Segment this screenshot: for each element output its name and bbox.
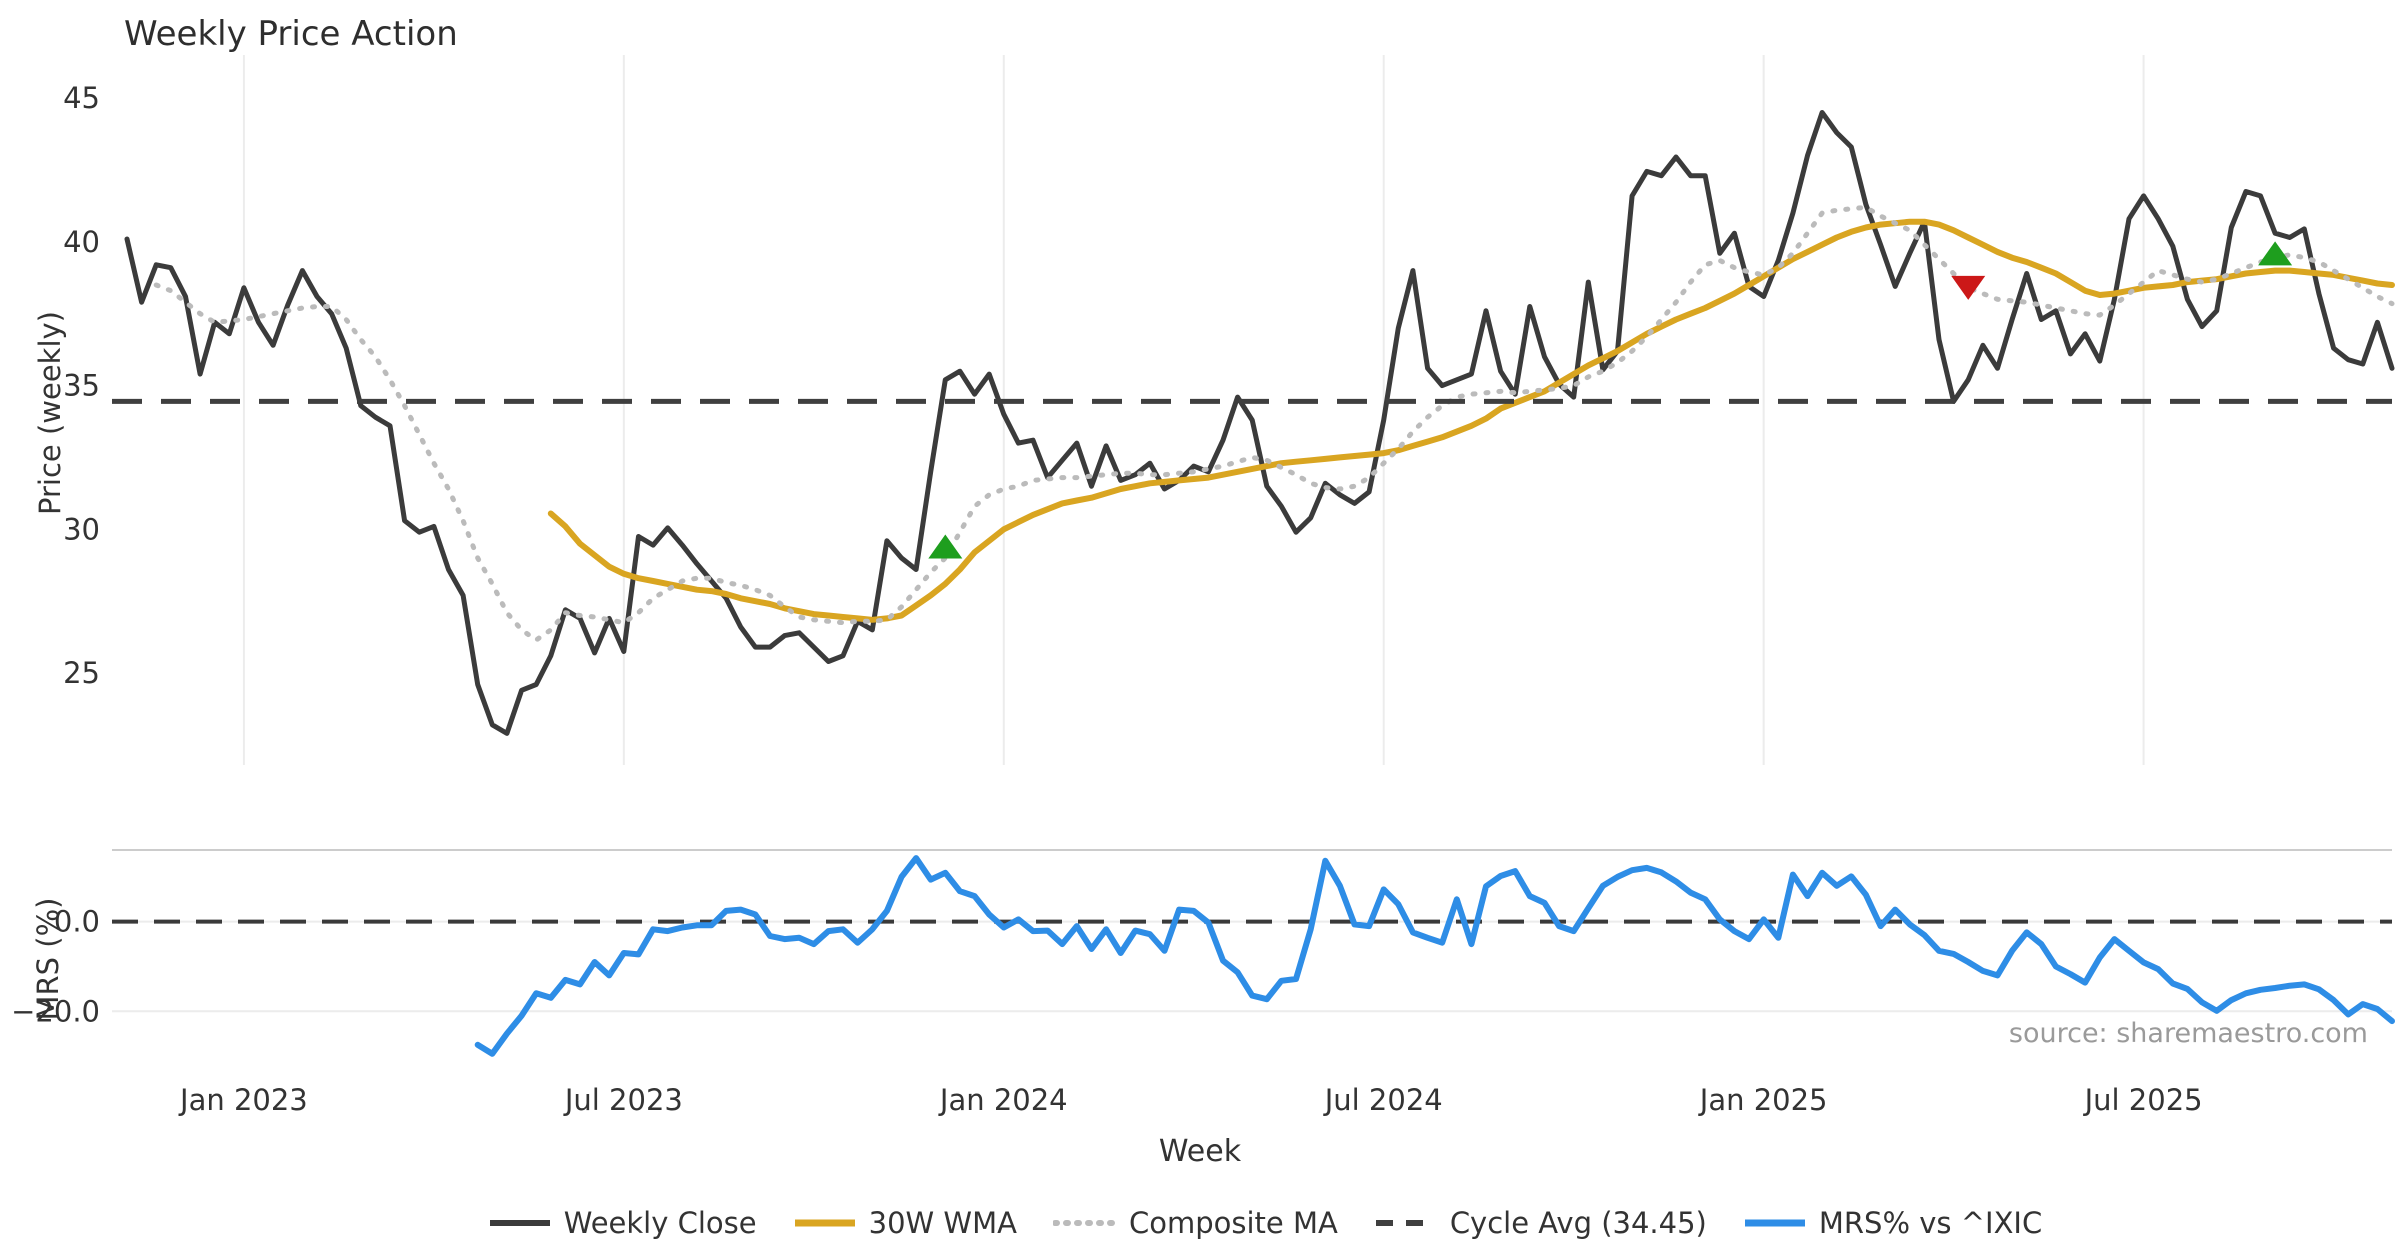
price-ytick-label: 40 — [63, 225, 100, 259]
legend-label: Composite MA — [1128, 1206, 1338, 1240]
x-tick-label: Jan 2023 — [178, 1083, 308, 1117]
price-ytick-label: 35 — [63, 369, 100, 403]
legend-label: Cycle Avg (34.45) — [1449, 1206, 1707, 1240]
x-tick-label: Jul 2023 — [563, 1083, 683, 1117]
x-tick-label: Jul 2024 — [1323, 1083, 1443, 1117]
legend-item: Weekly Close — [488, 1206, 757, 1240]
mrs-ytick-label: 0.0 — [54, 905, 100, 939]
x-axis-label: Week — [1158, 1134, 1242, 1169]
legend: Weekly Close 30W WMA Composite MA Cycle Avg… — [130, 1206, 2400, 1240]
legend-label: 30W WMA — [868, 1206, 1017, 1240]
legend-line-swatch — [794, 1219, 855, 1227]
x-tick-label: Jul 2025 — [2083, 1083, 2203, 1117]
legend-item: 30W WMA — [793, 1206, 1017, 1240]
composite-ma-line — [153, 204, 2395, 643]
30w-wma-line — [547, 218, 2395, 623]
legend-line-swatch — [1375, 1220, 1436, 1226]
mrs-axis-label: MRS (%) — [31, 897, 65, 1021]
triangle-down-marker — [1951, 275, 1986, 300]
chart-title: Weekly Price Action — [124, 14, 458, 54]
triangle-up-marker — [928, 534, 963, 559]
price-ytick-label: 30 — [63, 512, 100, 546]
price-ytick-label: 45 — [63, 81, 100, 115]
legend-label: MRS% vs ^IXIC — [1818, 1206, 2043, 1240]
mrs-vs-ixic-line — [474, 855, 2395, 1057]
legend-label: Weekly Close — [563, 1206, 757, 1240]
weekly-close-line — [124, 110, 2395, 736]
legend-item: Composite MA — [1052, 1206, 1338, 1240]
legend-line-swatch — [489, 1220, 550, 1226]
legend-item: MRS% vs ^IXIC — [1743, 1206, 2042, 1240]
x-tick-label: Jan 2024 — [938, 1083, 1068, 1117]
x-tick-label: Jan 2025 — [1698, 1083, 1828, 1117]
legend-line-swatch — [1744, 1219, 1805, 1227]
source-note: source: sharemaestro.com — [2008, 1018, 2368, 1049]
legend-line-swatch — [1052, 1220, 1117, 1226]
mrs-ytick-label: −20.0 — [11, 994, 100, 1028]
price-ytick-label: 25 — [63, 656, 100, 690]
legend-item: Cycle Avg (34.45) — [1374, 1206, 1707, 1240]
price-axis-label: Price (weekly) — [33, 311, 67, 516]
triangle-up-marker — [2258, 241, 2293, 266]
